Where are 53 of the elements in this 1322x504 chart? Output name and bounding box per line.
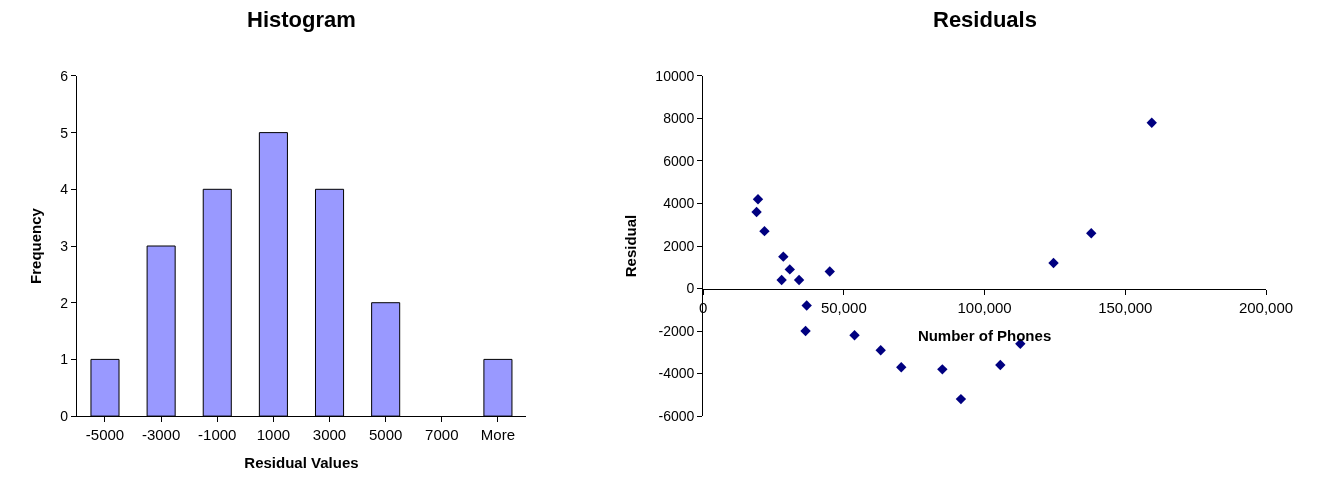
x-axis-title: Number of Phones	[917, 326, 1052, 344]
point	[995, 359, 1006, 371]
x-tick-label: -5000	[85, 426, 125, 444]
chart-title: Residuals	[933, 7, 1037, 32]
y-tick-label: 2000	[663, 237, 695, 254]
point	[793, 274, 805, 286]
y-tick-label: -4000	[658, 365, 695, 382]
y-axis-title: Residual	[621, 214, 639, 278]
x-tick-label: 100,000	[957, 298, 1012, 316]
chart-title: Histogram	[247, 7, 356, 32]
x-tick-label: 200,000	[1238, 298, 1294, 316]
y-tick-label: 5	[60, 124, 69, 141]
y-tick-label: 0	[60, 408, 69, 424]
x-tick-label: 3000	[312, 426, 347, 444]
y-tick-label: 10000	[655, 67, 695, 84]
y-axis-title: Frequency	[26, 207, 44, 284]
y-tick-label: 6	[60, 67, 69, 84]
x-tick-label: -1000	[198, 426, 237, 444]
y-tick-label: -6000	[658, 408, 695, 424]
point	[1086, 228, 1097, 239]
y-tick-label: 2	[60, 294, 69, 311]
point	[784, 264, 795, 275]
x-tick-label: More	[480, 426, 516, 444]
y-tick-label: 4	[60, 181, 69, 198]
point	[800, 325, 811, 337]
x-axis-title: Residual Values	[244, 454, 359, 472]
point	[776, 274, 787, 286]
point	[751, 206, 762, 218]
point	[778, 251, 789, 262]
x-tick-label: -3000	[141, 426, 181, 444]
y-tick-label: 0	[686, 280, 695, 297]
x-tick-label: 1000	[256, 426, 291, 444]
point	[1146, 117, 1157, 128]
y-tick-label: -2000	[658, 322, 695, 339]
y-tick-label: 6000	[663, 152, 695, 169]
x-tick-label: 50,000	[820, 298, 867, 316]
point	[875, 344, 886, 356]
point	[824, 266, 835, 277]
point	[896, 362, 907, 373]
y-tick-label: 4000	[663, 195, 695, 212]
y-tick-label: 3	[60, 237, 69, 254]
y-tick-label: 1	[60, 351, 69, 368]
y-tick-label: 8000	[663, 110, 695, 127]
point	[801, 300, 812, 311]
point	[955, 393, 967, 405]
point	[752, 194, 764, 205]
x-tick-label: 7000	[425, 426, 459, 444]
x-tick-label: 150,000	[1098, 298, 1153, 316]
point	[1048, 257, 1059, 269]
x-tick-label: 5000	[368, 426, 403, 444]
point	[849, 330, 860, 341]
point	[759, 225, 770, 237]
point	[937, 364, 948, 375]
